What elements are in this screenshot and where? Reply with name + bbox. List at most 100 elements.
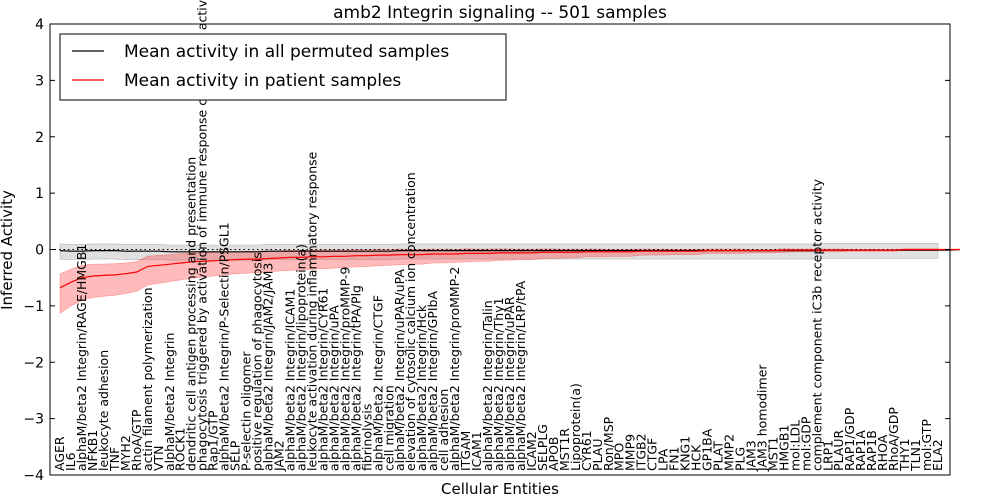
entity-label: RHOA (875, 434, 890, 471)
entity-label: alphaM/beta2 Integrin/LRP/tPA (513, 280, 528, 471)
entity-label: RhoA/GDP (886, 407, 901, 471)
entity-label: elevation of cytosolic calcium ion conce… (403, 172, 418, 471)
entity-label: complement component iC3b receptor activ… (809, 178, 824, 471)
legend-label-permuted: Mean activity in all permuted samples (124, 42, 449, 62)
entity-label: PLAU (590, 439, 605, 472)
entity-label: mol:LDL (787, 420, 802, 471)
legend-box (59, 33, 507, 101)
entity-label: alphaM/beta2 Integrin/uPAR/uPA (392, 269, 407, 471)
entity-label: alphaM/beta2 Integrin/uPA (326, 305, 341, 471)
y-tick-label: −1 (23, 299, 44, 315)
entity-label: MST1 (765, 437, 780, 471)
y-axis-label: Inferred Activity (0, 190, 16, 310)
y-tick-label: −4 (23, 468, 44, 484)
entity-label: JAM3 homodimer (754, 364, 769, 472)
entity-label: mol:GTP (919, 419, 934, 471)
entity-label: Rap1/GTP (206, 410, 221, 471)
entity-label: SELPLG (535, 424, 550, 471)
entity-label: alphaM/beta2 Integrin/proMMP-9 (337, 267, 352, 471)
entity-label: FN1 (667, 447, 682, 472)
y-tick-label: 4 (35, 17, 44, 33)
entity-label: alphaM/beta2 Integrin/P-Selectin/PSGL1 (217, 222, 232, 471)
entity-label: MMP9 (623, 434, 638, 471)
entity-label: alphaM/beta2 Integrin/ICAM1 (283, 289, 298, 471)
y-tick-label: 0 (35, 243, 44, 259)
x-axis-label: Cellular Entities (441, 480, 559, 498)
entity-label: TLN1 (908, 439, 923, 472)
entity-label: cell adhesion (436, 389, 451, 471)
entity-label: ICAM1 (469, 431, 484, 471)
entity-label: alphaM/beta2 Integrin/CYR61 (315, 288, 330, 471)
entity-label: HCK (689, 444, 704, 471)
entity-label: JAM3 (743, 440, 758, 472)
entity-label: Ron/MSP (601, 416, 616, 471)
entity-label: alphaM/beta2 Integrin/RAGE/HMGB1 (74, 244, 89, 471)
entity-label: P-selectin oligomer (239, 351, 254, 471)
lines-layer (59, 248, 961, 289)
entity-label: ITGAM (458, 431, 473, 471)
series-line-patient (59, 248, 960, 289)
entity-label: THY1 (897, 438, 912, 472)
y-tick-label: 2 (35, 130, 44, 146)
entity-label: LPA (656, 448, 671, 471)
entity-label: RAP1B (864, 430, 879, 471)
entity-label: ICAM2 (524, 431, 539, 471)
chart-title: amb2 Integrin signaling -- 501 samples (333, 3, 667, 23)
permuted-band (59, 243, 939, 261)
entity-label: MST1R (557, 428, 572, 471)
entity-label: PLG (733, 447, 748, 471)
entity-label: VTN (151, 445, 166, 471)
entity-label: ITGB2 (634, 433, 649, 471)
bands-layer (50, 243, 950, 314)
entity-label: Lipoprotein(a) (568, 383, 583, 471)
entity-label: MMP2 (722, 434, 737, 471)
entity-label: RAP1/GDP (842, 407, 857, 471)
entity-label: alphaM/beta2 Integrin/JAM2/JAM3 (261, 263, 276, 471)
entity-label: alphaM/beta2 Integrin/uPAR (502, 296, 517, 471)
entity-label: alphaM/beta2 Integrin/CTGF (370, 295, 385, 471)
entity-label: APOB (546, 436, 561, 471)
entity-label: ELA2 (930, 439, 945, 471)
entity-label: positive regulation of phagocytosis (250, 252, 265, 471)
entity-label: alphaM/beta2 Integrin/lipoprotein(a) (293, 244, 308, 471)
entity-label: leukocyte activation during inflammatory… (304, 151, 319, 471)
entity-label: JAM2 (272, 440, 287, 472)
entity-label: CYR61 (579, 430, 594, 471)
entity-label: leukocyte adhesion (96, 350, 111, 471)
entity-label: mol:GDP (798, 416, 813, 471)
entity-label: AGER (52, 436, 67, 471)
entity-label: alphaM/beta2 Integrin (162, 333, 177, 471)
y-tick-label: −3 (23, 412, 44, 428)
entity-label: fibrinolysis (359, 404, 374, 471)
entity-label: cell migration (381, 385, 396, 471)
entity-label: PLAT (711, 441, 726, 471)
y-tick-label: 1 (35, 186, 44, 202)
entity-label: SELP (228, 440, 243, 471)
y-tick-label: 3 (35, 73, 44, 89)
entity-label: MPO (612, 443, 627, 471)
entity-label: RAP1A (853, 430, 868, 471)
y-ticks-layer: −4 −3 −2 −1 0 1 2 3 4 (23, 17, 950, 484)
entity-label: LRP1 (820, 440, 835, 471)
entity-label: actin filament polymerization (140, 287, 155, 471)
entity-label: phagocytosis triggered by activation of … (195, 0, 210, 471)
entity-label: KNG1 (678, 436, 693, 471)
entity-label: IL6 (63, 452, 78, 471)
entity-label: alphaM/beta2 Integrin/GPIbA (425, 291, 440, 471)
entity-label: GP1BA (700, 428, 715, 471)
entity-label: alphaM/beta2 Integrin/Thy1 (491, 297, 506, 471)
entity-label: dendritic cell antigen processing and pr… (184, 157, 199, 471)
legend-label-patient: Mean activity in patient samples (124, 71, 401, 91)
entity-label: MYH2 (118, 435, 133, 471)
legend: Mean activity in all permuted samples Me… (59, 33, 507, 101)
entity-label: HMGB1 (776, 425, 791, 471)
entity-label: CTGF (645, 438, 660, 471)
entity-label: RhoA/GTP (129, 409, 144, 471)
entity-label: TNF (107, 447, 122, 472)
entity-label: alphaM/beta2 Integrin/tPA/Plg (348, 285, 363, 471)
entity-label: alphaM/beta2 Integrin/Talin (480, 300, 495, 471)
entity-label: alphaM/beta2 Integrin/proMMP-2 (447, 267, 462, 471)
entity-label: ROCK1 (173, 428, 188, 471)
